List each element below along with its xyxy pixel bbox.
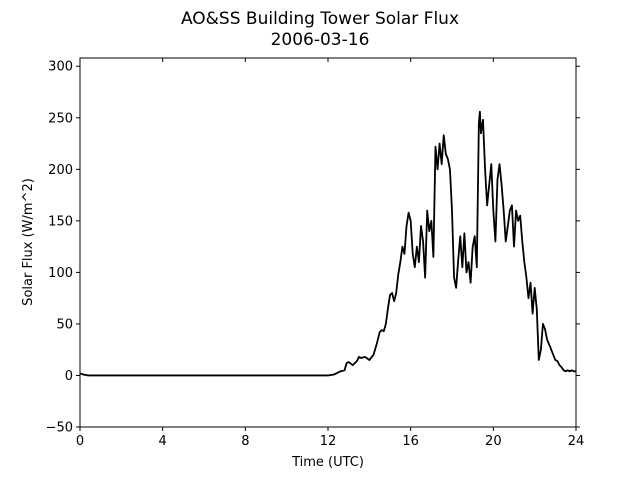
y-tick-label: 250 <box>48 111 73 126</box>
x-axis: 0 4 8 12 16 20 24 <box>76 58 584 449</box>
y-tick-label: 100 <box>48 266 73 281</box>
x-tick-label: 0 <box>76 434 84 449</box>
y-tick-label: 0 <box>65 369 73 384</box>
x-tick-label: 24 <box>568 434 585 449</box>
plot-frame <box>79 57 577 428</box>
x-tick-label: 16 <box>402 434 419 449</box>
x-axis-label: Time (UTC) <box>291 455 364 470</box>
chart-subtitle: 2006-03-16 <box>271 30 370 50</box>
x-tick-label: 8 <box>241 434 249 449</box>
x-tick-label: 4 <box>159 434 167 449</box>
y-tick-label: 150 <box>48 214 73 229</box>
y-axis-label: Solar Flux (W/m^2) <box>21 178 36 306</box>
y-tick-label: 300 <box>48 60 73 75</box>
chart-title: AO&SS Building Tower Solar Flux <box>181 9 459 29</box>
x-tick-label: 12 <box>320 434 337 449</box>
y-tick-label: 200 <box>48 163 73 178</box>
y-tick-label: 50 <box>56 317 73 332</box>
series-line <box>79 110 576 377</box>
plot-area <box>79 57 577 428</box>
x-tick-label: 20 <box>485 434 502 449</box>
y-tick-label: −50 <box>46 421 73 436</box>
y-axis: −50 0 50 100 150 200 250 300 <box>46 60 580 436</box>
